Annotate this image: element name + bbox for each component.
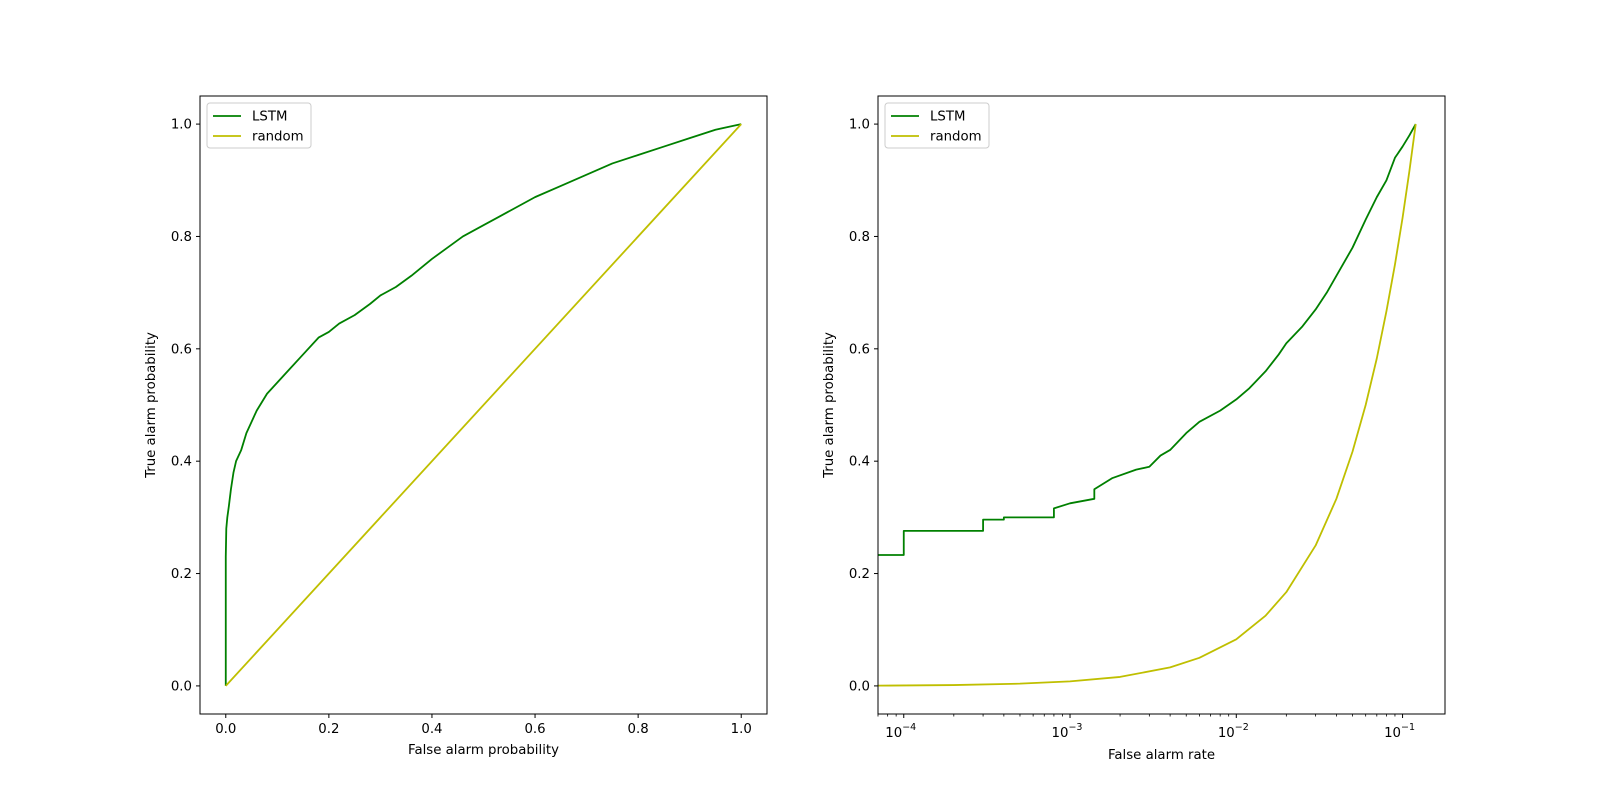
plot2-panel: 0.0 0.2 0.4 0.6 0.8 1.0 10−4 10−3 10−2 10−1 False …	[822, 95, 1446, 763]
plot1-xtick-label: 1.0	[731, 722, 752, 737]
plot1-ytick-label: 0.8	[171, 230, 192, 245]
plot1-ytick-label: 1.0	[171, 118, 192, 133]
plot2-ytick-label: 0.2	[849, 567, 870, 582]
plot1-series-lstm-line	[224, 123, 742, 686]
plot2-xtick-label: 10−3	[1052, 722, 1083, 741]
plot1-xtick-label: 0.6	[524, 722, 545, 737]
plot2-ytick-label: 1.0	[849, 118, 870, 133]
plot2-ytick-label: 0.4	[849, 455, 870, 470]
plot1-axes-frame	[199, 95, 768, 715]
plot2-xtick-label: 10−1	[1384, 722, 1415, 741]
plot1-legend-label-random: random	[252, 130, 304, 145]
plot1-panel: 0.0 0.2 0.4 0.6 0.8 1.0 0.0 0.2 0.4 0.6 0.8 1.0 Fals…	[144, 95, 768, 758]
plot2-series-lstm-line	[878, 123, 1417, 556]
plot2-series-random-line	[878, 123, 1417, 687]
plot2-axes-frame	[877, 95, 1446, 715]
plot1-legend-label-lstm: LSTM	[252, 110, 287, 125]
plot1-xtick-label: 0.0	[215, 722, 236, 737]
plot2-legend-label-lstm: LSTM	[930, 110, 965, 125]
plot2-xlabel: False alarm rate	[1108, 748, 1215, 763]
plot1-xtick-label: 0.2	[318, 722, 339, 737]
plot2-xtick-label: 10−4	[885, 722, 916, 741]
plot1-ytick-label: 0.4	[171, 455, 192, 470]
plot1-ytick-label: 0.2	[171, 567, 192, 582]
plot1-xtick-label: 0.4	[421, 722, 442, 737]
plot2-ytick-label: 0.8	[849, 230, 870, 245]
plot2-legend-label-random: random	[930, 130, 982, 145]
plot1-legend: LSTM random	[206, 102, 312, 149]
plot2-ytick-label: 0.0	[849, 679, 870, 694]
plot1-ylabel: True alarm probability	[144, 332, 159, 479]
plot1-series-random-line	[225, 123, 742, 687]
plot2-legend: LSTM random	[884, 102, 990, 149]
plot2-ylabel: True alarm probability	[822, 332, 837, 479]
plot2-xtick-label: 10−2	[1218, 722, 1249, 741]
plot1-xlabel: False alarm probability	[408, 743, 559, 758]
plot2-ytick-label: 0.6	[849, 342, 870, 357]
plot1-xtick-label: 0.8	[628, 722, 649, 737]
plot1-ytick-label: 0.6	[171, 342, 192, 357]
plot1-ytick-label: 0.0	[171, 679, 192, 694]
